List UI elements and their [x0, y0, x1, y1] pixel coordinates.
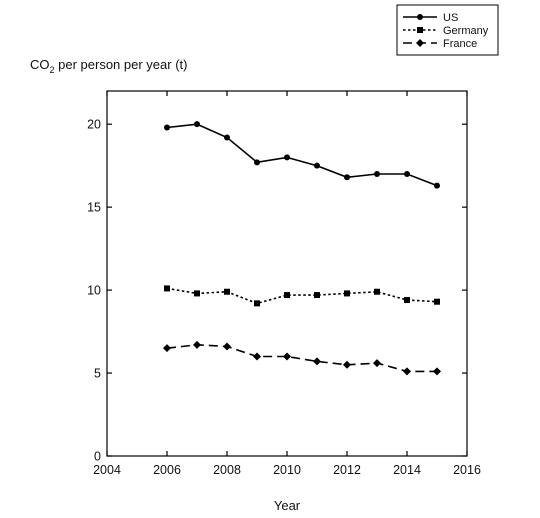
y-axis-title: CO2 per person per year (t): [30, 57, 187, 75]
y-tick-label: 10: [87, 284, 101, 298]
series-line-us: [166, 123, 438, 187]
data-point-germany: [224, 288, 230, 295]
series-us: [164, 121, 440, 189]
data-point-us: [344, 174, 350, 181]
y-axis-title-main: CO: [30, 57, 50, 72]
x-tick-label: 2008: [213, 463, 241, 477]
data-point-germany: [344, 290, 350, 297]
x-tick-label: 2004: [93, 463, 121, 477]
data-point-us: [404, 170, 410, 177]
data-point-us: [434, 182, 440, 189]
legend-label-us: US: [443, 12, 458, 24]
legend-label-france: France: [443, 38, 477, 50]
data-point-germany: [404, 297, 410, 304]
data-point-us: [314, 162, 320, 169]
series-layer: [163, 121, 441, 376]
y-tick-label: 5: [94, 367, 101, 381]
data-point-us: [224, 134, 230, 141]
data-point-france: [343, 360, 351, 369]
x-tick-label: 2014: [393, 463, 421, 477]
svg-text:CO2 per person per year (t): CO2 per person per year (t): [30, 57, 187, 75]
x-tick-label: 2012: [333, 463, 361, 477]
y-axis-title-rest: per person per year (t): [55, 57, 188, 72]
data-point-us: [194, 121, 200, 128]
data-point-france: [163, 344, 171, 353]
data-point-germany: [374, 288, 380, 295]
x-axis-title: Year: [274, 498, 301, 513]
legend-marker-france: [416, 39, 424, 47]
data-point-us: [254, 159, 260, 166]
series-france: [163, 340, 441, 376]
legend-marker-germany: [417, 27, 423, 33]
data-point-us: [164, 124, 170, 131]
plot-border: [106, 90, 468, 457]
x-tick-label: 2006: [153, 463, 181, 477]
series-line-germany: [166, 287, 438, 305]
data-point-france: [403, 367, 411, 376]
data-point-germany: [284, 292, 290, 299]
data-point-us: [374, 170, 380, 177]
data-point-france: [193, 340, 201, 349]
data-point-france: [253, 352, 261, 361]
legend-marker-us: [417, 14, 423, 20]
plot-frame: [106, 90, 468, 457]
y-tick-label: 15: [87, 201, 101, 215]
axis-ticks: 2004 2006 2008 2010 2012 2014 2016 0 5 10 15 20: [87, 91, 481, 477]
data-point-germany: [254, 300, 260, 307]
data-point-france: [283, 352, 291, 361]
data-point-france: [433, 367, 441, 376]
data-point-france: [313, 357, 321, 366]
data-point-germany: [434, 298, 440, 305]
series-line-france: [166, 343, 437, 373]
y-tick-label: 0: [94, 450, 101, 464]
x-tick-label: 2010: [273, 463, 301, 477]
y-tick-label: 20: [87, 118, 101, 132]
data-point-germany: [194, 290, 200, 297]
legend-label-germany: Germany: [443, 25, 489, 37]
series-germany: [164, 285, 440, 307]
data-point-france: [223, 342, 231, 351]
data-point-france: [373, 359, 381, 368]
x-tick-label: 2016: [453, 463, 481, 477]
data-point-germany: [164, 285, 170, 292]
y-axis-title-subscript: 2: [50, 65, 55, 75]
data-point-us: [284, 154, 290, 161]
data-point-germany: [314, 292, 320, 299]
